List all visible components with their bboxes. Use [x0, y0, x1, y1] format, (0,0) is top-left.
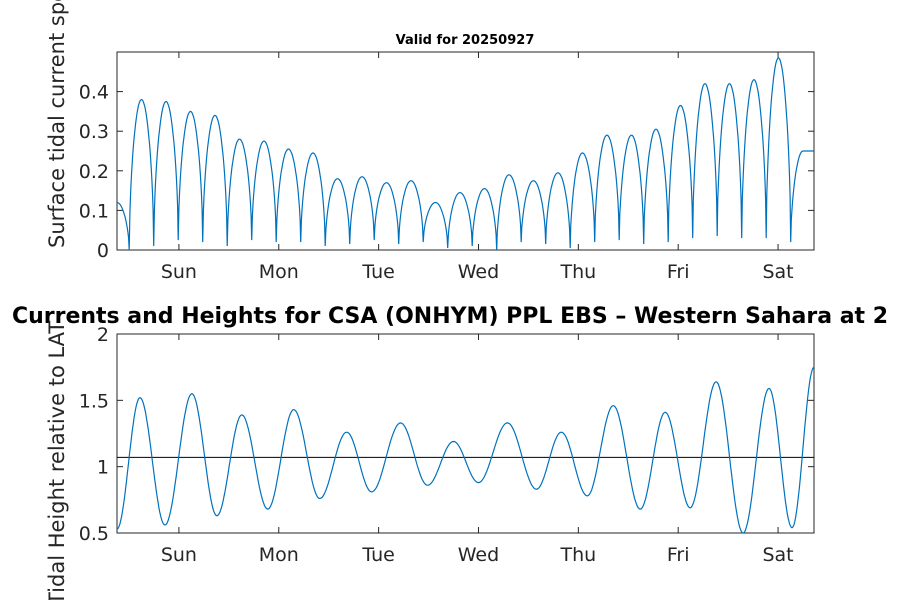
speed-xtick-label: Thu	[559, 261, 596, 283]
tidal-height-series	[116, 366, 815, 534]
height-xtick-label: Sun	[161, 544, 197, 566]
height-ytick-label: 1	[97, 457, 109, 479]
speed-xtick-label: Sun	[161, 261, 197, 283]
speed-xtick-label: Fri	[667, 261, 690, 283]
tidal-height-chart: Currents and Heights for CSA (ONHYM) PPL…	[12, 304, 888, 600]
height-xtick-label: Tue	[361, 544, 394, 566]
current-speed-plot-area	[116, 51, 815, 251]
current-speed-chart: Valid for 20250927 0 0.1 0.2 0.3 0.4 Sun Mon T…	[45, 0, 815, 283]
speed-xtick-label: Mon	[259, 261, 299, 283]
speed-ytick-label: 0.4	[79, 82, 109, 104]
speed-ytick-label: 0	[97, 240, 109, 262]
tidal-height-ylabel: Tidal Height relative to LAT	[45, 321, 69, 600]
height-xtick-label: Thu	[559, 544, 596, 566]
height-ytick-label: 0.5	[79, 523, 109, 545]
speed-xtick-label: Wed	[458, 261, 499, 283]
current-speed-title: Valid for 20250927	[396, 33, 535, 48]
height-xtick-label: Fri	[667, 544, 690, 566]
height-ytick-label: 2	[97, 324, 109, 346]
current-speed-series	[116, 57, 814, 251]
speed-ytick-label: 0.1	[79, 200, 109, 222]
speed-ytick-label: 0.2	[79, 161, 109, 183]
speed-xtick-label: Sat	[762, 261, 793, 283]
current-speed-ylabel: Surface tidal current speed, kn	[45, 0, 69, 248]
height-xtick-label: Sat	[762, 544, 793, 566]
speed-xtick-label: Tue	[361, 261, 394, 283]
height-xtick-label: Wed	[458, 544, 499, 566]
speed-ytick-label: 0.3	[79, 121, 109, 143]
height-ytick-label: 1.5	[79, 390, 109, 412]
tidal-height-title: Currents and Heights for CSA (ONHYM) PPL…	[12, 304, 888, 329]
tidal-height-plot-area	[116, 333, 815, 534]
height-xtick-label: Mon	[259, 544, 299, 566]
